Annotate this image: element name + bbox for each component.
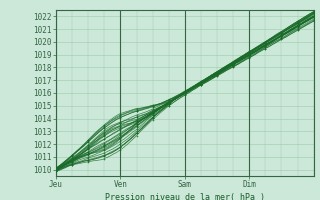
X-axis label: Pression niveau de la mer( hPa ): Pression niveau de la mer( hPa ) [105,193,265,200]
